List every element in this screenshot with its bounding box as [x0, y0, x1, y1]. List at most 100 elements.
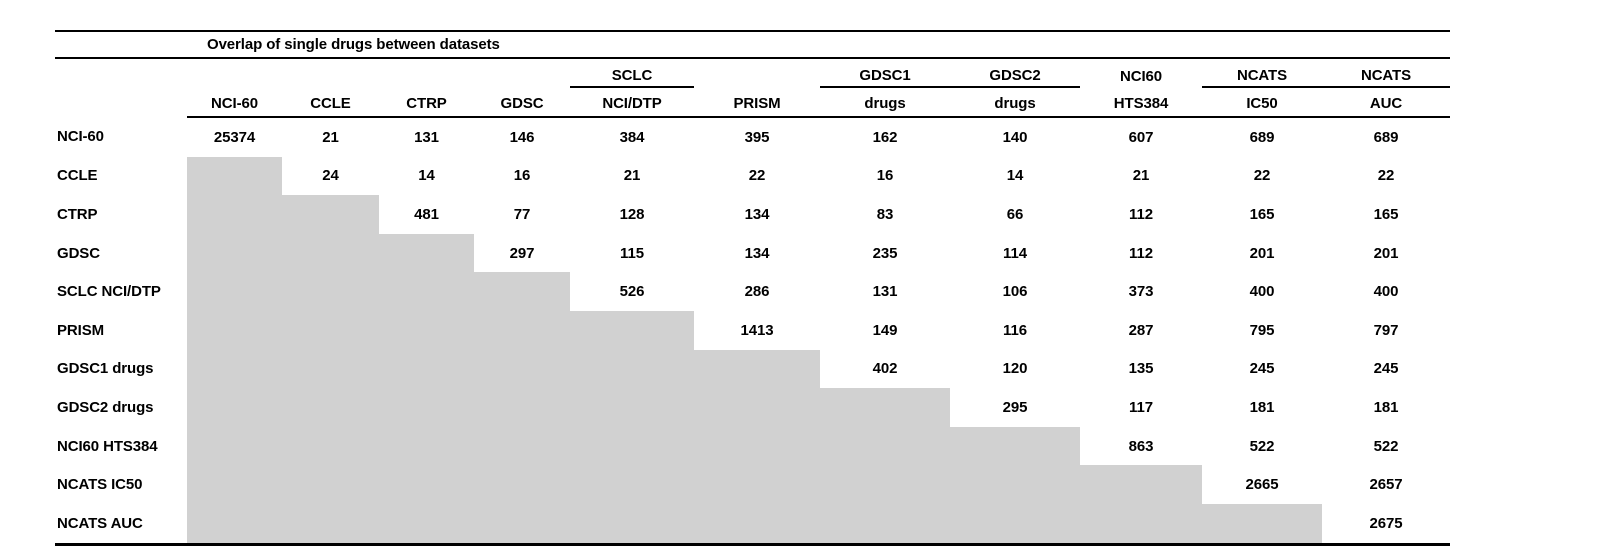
row-header: NCATS IC50: [57, 476, 143, 494]
column-group-header: [694, 58, 820, 87]
matrix-cell: 181: [1249, 398, 1275, 416]
matrix-cell: 795: [1249, 321, 1275, 339]
lower-triangle-cell: [474, 388, 570, 427]
lower-triangle-cell: [1080, 465, 1202, 504]
matrix-cell: 522: [1373, 437, 1399, 455]
column-group-header: SCLC: [570, 58, 694, 88]
lower-triangle-cell: [282, 465, 379, 504]
lower-triangle-cell: [379, 349, 474, 389]
matrix-cell: 286: [744, 283, 770, 301]
matrix-cell: 481: [414, 205, 439, 223]
matrix-cell: 16: [513, 167, 531, 185]
row-header: CCLE: [57, 167, 98, 185]
lower-triangle-cell: [379, 233, 474, 273]
matrix-cell: 66: [1006, 205, 1024, 223]
lower-triangle-cell: [187, 272, 282, 311]
lower-triangle-cell: [570, 426, 694, 466]
matrix-cell: 22: [748, 167, 766, 185]
lower-triangle-cell: [187, 503, 282, 546]
matrix-cell: 201: [1373, 244, 1399, 262]
lower-triangle-cell: [950, 503, 1080, 546]
matrix-cell: 201: [1249, 244, 1275, 262]
matrix-cell: 112: [1129, 244, 1153, 262]
lower-triangle-cell: [474, 310, 570, 350]
matrix-cell: 120: [1002, 360, 1028, 378]
matrix-cell: 134: [744, 205, 770, 223]
row-header: GDSC1 drugs: [57, 360, 154, 378]
column-group-row: SCLC GDSC1 GDSC2 NCI60 NCATS NCATS: [55, 58, 1450, 88]
column-header: GDSC: [474, 87, 570, 118]
matrix-cell: 21: [322, 128, 339, 146]
table-row: NCI60 HTS384 863 522 522: [55, 426, 1450, 466]
matrix-cell: 165: [1249, 205, 1275, 223]
table-row: PRISM 1413 149 116 287 795 797: [55, 310, 1450, 350]
matrix-cell: 106: [1002, 283, 1028, 301]
column-group-header: NCATS: [1322, 58, 1450, 88]
matrix-cell: 526: [619, 283, 645, 301]
lower-triangle-cell: [379, 388, 474, 427]
matrix-cell: 140: [1002, 128, 1028, 146]
row-header: NCI-60: [57, 128, 104, 146]
matrix-cell: 2657: [1369, 476, 1403, 494]
matrix-cell: 384: [619, 128, 645, 146]
lower-triangle-cell: [282, 233, 379, 273]
lower-triangle-cell: [820, 426, 950, 466]
lower-triangle-cell: [474, 426, 570, 466]
matrix-cell: 287: [1128, 321, 1154, 339]
column-group-header: [474, 58, 570, 87]
column-group-header: GDSC1: [820, 58, 950, 88]
lower-triangle-cell: [820, 388, 950, 427]
corner-cell: [55, 58, 187, 87]
row-header: NCATS AUC: [55, 503, 187, 546]
lower-triangle-cell: [694, 349, 820, 389]
lower-triangle-cell: [187, 388, 282, 427]
column-header: NCI-60: [187, 87, 282, 118]
lower-triangle-cell: [1202, 503, 1322, 546]
lower-triangle-cell: [570, 349, 694, 389]
table-row: NCATS AUC 2675: [55, 503, 1450, 546]
lower-triangle-cell: [282, 310, 379, 350]
matrix-cell: 14: [1006, 167, 1024, 185]
table-title: Overlap of single drugs between datasets: [55, 30, 1450, 59]
table-row: GDSC1 drugs 402 120 135 245 245: [55, 349, 1450, 389]
lower-triangle-cell: [187, 233, 282, 273]
lower-triangle-cell: [950, 426, 1080, 466]
column-group-header: NCI60: [1119, 68, 1163, 85]
matrix-cell: 149: [872, 321, 898, 339]
lower-triangle-cell: [187, 195, 282, 234]
matrix-cell: 134: [744, 244, 770, 262]
matrix-cell: 14: [418, 167, 435, 185]
lower-triangle-cell: [474, 349, 570, 389]
matrix-cell: 2675: [1322, 503, 1450, 546]
matrix-cell: 21: [623, 167, 641, 185]
table-row: NCATS IC50 2665 2657: [55, 465, 1450, 504]
title-row: Overlap of single drugs between datasets: [55, 30, 1450, 59]
lower-triangle-cell: [820, 465, 950, 504]
matrix-cell: 22: [1253, 167, 1271, 185]
table-row: NCI-60 25374 21 131 146 384 395 162 140 607 689 689: [55, 117, 1450, 157]
lower-triangle-cell: [474, 465, 570, 504]
lower-triangle-cell: [694, 388, 820, 427]
lower-triangle-cell: [474, 272, 570, 311]
matrix-cell: 162: [872, 128, 898, 146]
matrix-cell: 245: [1249, 360, 1275, 378]
lower-triangle-cell: [187, 465, 282, 504]
matrix-cell: 77: [513, 205, 531, 223]
lower-triangle-cell: [187, 310, 282, 350]
matrix-cell: 131: [872, 283, 898, 301]
lower-triangle-cell: [694, 426, 820, 466]
lower-triangle-cell: [1080, 503, 1202, 546]
matrix-cell: 116: [1003, 321, 1027, 339]
lower-triangle-cell: [282, 426, 379, 466]
lower-triangle-cell: [950, 465, 1080, 504]
row-header: PRISM: [57, 321, 105, 339]
matrix-cell: 16: [876, 167, 894, 185]
matrix-cell: 295: [1002, 398, 1028, 416]
column-group-header: NCATS: [1202, 58, 1322, 88]
column-group-header: [282, 58, 379, 87]
column-group-header: GDSC2: [950, 58, 1080, 88]
lower-triangle-cell: [570, 503, 694, 546]
matrix-cell: 135: [1128, 360, 1154, 378]
matrix-cell: 689: [1249, 128, 1275, 146]
